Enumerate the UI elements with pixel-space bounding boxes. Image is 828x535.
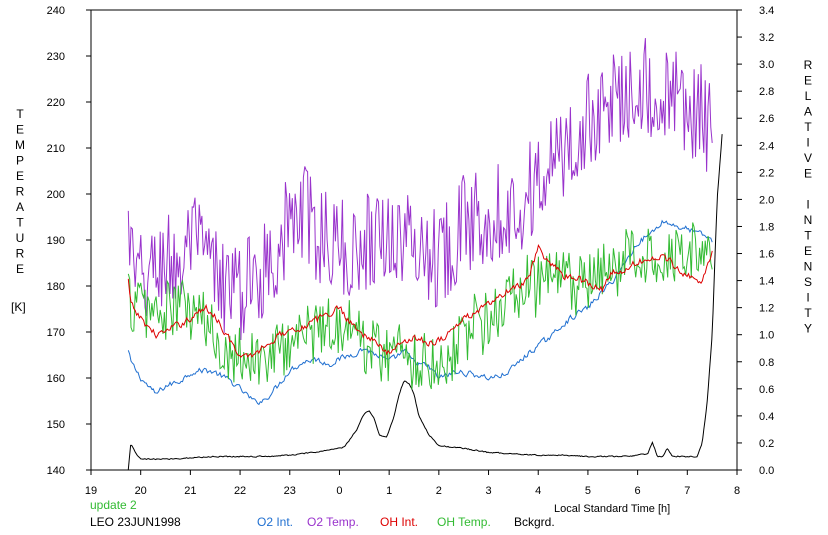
right-axis-title-letter: V [804,151,812,165]
y-left-tick-label: 160 [47,373,65,385]
y-right-tick-label: 1.0 [759,330,774,342]
left-axis-title-letter: T [16,107,24,121]
y-right-tick-label: 2.0 [759,194,774,206]
left-axis-unit: [K] [11,300,26,314]
left-axis-title-letter: R [16,185,25,199]
x-tick-label: 6 [635,485,641,497]
y-left-tick-label: 170 [47,327,65,339]
right-axis-title-letter: Y [804,322,812,336]
x-tick-label: 5 [585,485,591,497]
y-left-tick-label: 200 [47,189,65,201]
y-left-tick-label: 180 [47,281,65,293]
legend: O2 Int. O2 Temp. OH Int. OH Temp. Bckgrd. [257,515,555,529]
x-tick-label: 8 [734,485,740,497]
right-axis-title-letter: E [804,167,812,181]
left-axis-title-letter: E [16,169,24,183]
x-tick-label: 4 [535,485,541,497]
right-axis-title-letter: T [804,306,812,320]
x-tick-label: 21 [184,485,196,497]
y-right-tick-label: 1.4 [759,276,774,288]
right-axis-title-letter: L [805,89,812,103]
x-tick-label: 0 [336,485,342,497]
right-axis-title-letter: N [804,260,813,274]
right-axis-title-letter: I [806,291,809,305]
y-right-tick-label: 1.6 [759,249,774,261]
y-left-tick-label: 190 [47,235,65,247]
y-right-tick-label: 1.8 [759,221,774,233]
x-tick-label: 23 [284,485,296,497]
x-tick-label: 22 [234,485,246,497]
right-axis-title-letter: R [804,58,813,72]
legend-entry: Bckgrd. [514,515,555,529]
y-right-tick-label: 0.8 [759,357,774,369]
update-label: update 2 [90,498,137,512]
y-right-tick-label: 3.0 [759,59,774,71]
x-tick-label: 19 [85,485,97,497]
y-right-tick-label: 0.4 [759,411,774,423]
legend-entry: O2 Temp. [307,515,359,529]
legend-entry: OH Temp. [437,515,491,529]
y-left-tick-label: 230 [47,51,65,63]
right-axis-title-letter: I [806,136,809,150]
x-tick-label: 3 [485,485,491,497]
y-right-tick-label: 0.0 [759,465,774,477]
right-axis-title-letter: A [804,105,812,119]
y-right-tick-label: 3.2 [759,32,774,44]
legend-entry: OH Int. [380,515,418,529]
left-axis-title-letter: M [15,138,25,152]
x-axis-label: Local Standard Time [h] [554,503,670,515]
right-axis-title-letter: E [804,74,812,88]
left-axis-title-letter: E [16,262,24,276]
y-left-tick-label: 220 [47,97,65,109]
right-axis-title-letter: T [804,229,812,243]
y-right-tick-label: 0.6 [759,384,774,396]
y-right-tick-label: 2.4 [759,140,774,152]
series-layer [127,38,723,470]
series-line-oh-temp [127,222,713,390]
series-line-bckgrd [127,134,723,470]
x-axis: 19 20 21 22 23 0 1 2 3 4 5 6 7 8 [85,470,740,497]
left-axis-title-letter: T [16,216,24,230]
y-right-tick-label: 2.8 [759,86,774,98]
y-right-axis: 0.0 0.2 0.4 0.6 0.8 1.0 1.2 1.4 1.6 1.8 2.0 2.2 2.4 2… [737,5,774,477]
left-axis-title-letter: U [16,231,25,245]
left-axis-title-letter: P [16,154,24,168]
series-line-o2-int [127,219,713,406]
right-axis-title-letter: E [804,244,812,258]
y-left-axis: 140 150 160 170 180 190 200 210 220 230 240 [47,5,91,477]
left-axis-title-letter: A [16,200,24,214]
right-axis-title-letter: S [804,275,812,289]
right-axis-title-letter: T [804,120,812,134]
y-right-tick-label: 3.4 [759,5,774,17]
left-axis-title-letter: R [16,247,25,261]
y-right-tick-label: 2.2 [759,167,774,179]
right-axis-title-letter: N [804,213,813,227]
x-tick-label: 20 [135,485,147,497]
y-right-tick-label: 1.2 [759,303,774,315]
series-line-o2-temp [127,38,713,341]
legend-entry: O2 Int. [257,515,293,529]
y-left-tick-label: 210 [47,143,65,155]
left-axis-title-letter: E [16,123,24,137]
x-tick-label: 1 [386,485,392,497]
x-tick-label: 2 [436,485,442,497]
station-date-label: LEO 23JUN1998 [90,515,181,529]
y-right-tick-label: 2.6 [759,113,774,125]
y-left-tick-label: 140 [47,465,65,477]
y-right-tick-label: 0.2 [759,438,774,450]
series-line-oh-int [127,243,713,358]
y-left-tick-label: 240 [47,5,65,17]
x-tick-label: 7 [684,485,690,497]
right-axis-title-letter: I [806,198,809,212]
y-left-tick-label: 150 [47,419,65,431]
